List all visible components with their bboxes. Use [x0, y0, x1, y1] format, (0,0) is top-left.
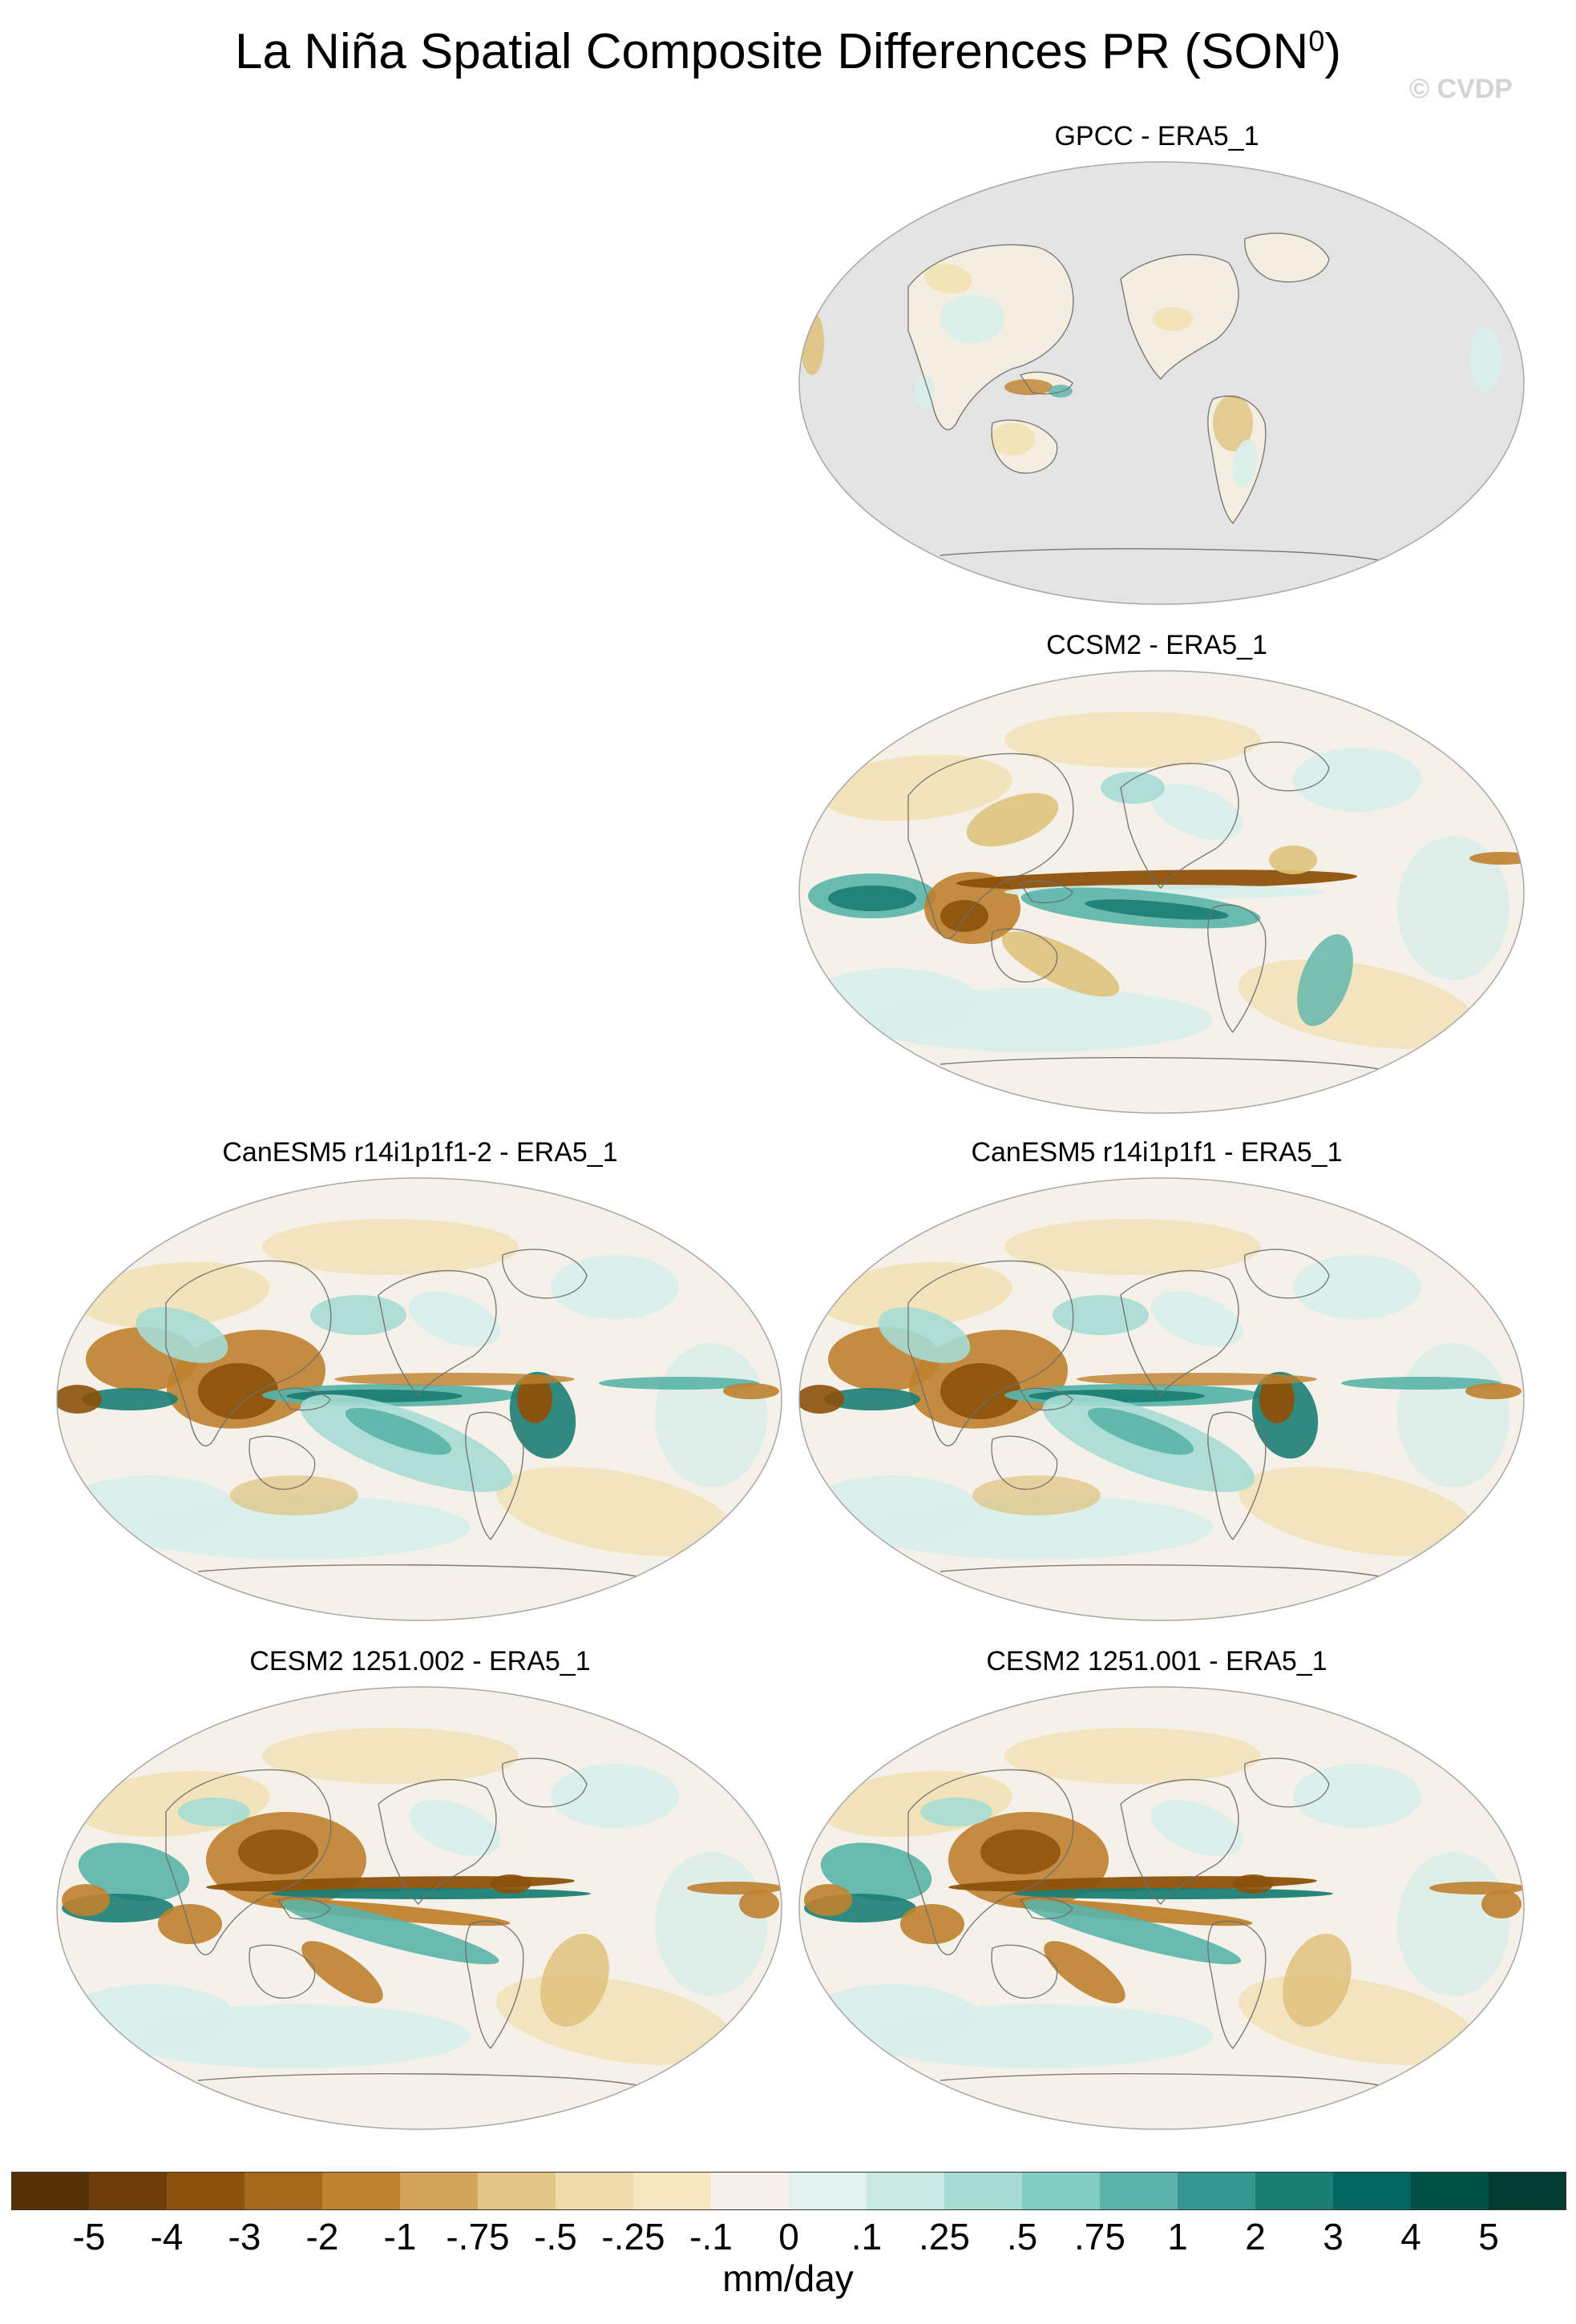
colorbar-tick-label: .5 [1006, 2216, 1038, 2257]
map-panel-cesm2-1251-002 [56, 1686, 782, 2130]
colorbar-tick-label: 2 [1245, 2216, 1266, 2257]
panel-title-cesm2-1251-002: CESM2 1251.002 - ERA5_1 [249, 1646, 591, 1676]
colorbar-tick-label: 4 [1400, 2216, 1421, 2257]
colorbar-tick-label: 3 [1323, 2216, 1344, 2257]
colorbar-swatch [89, 2172, 167, 2210]
map-panel-cesm2-1251-001 [798, 1686, 1525, 2130]
colorbar-tick-label: .75 [1074, 2216, 1125, 2257]
colorbar-tick-label: 0 [778, 2216, 799, 2257]
colorbar-swatch [556, 2172, 633, 2210]
colorbar-tick-label: -.5 [534, 2216, 577, 2257]
colorbar-swatch [944, 2172, 1022, 2210]
panel-title-gpcc: GPCC - ERA5_1 [1054, 121, 1259, 151]
panel-title-cesm2-1251-001: CESM2 1251.001 - ERA5_1 [986, 1646, 1327, 1676]
colorbar-swatch [789, 2172, 867, 2210]
map-panel-canesm5-r14i1p1f1-2 [56, 1177, 782, 1621]
colorbar-swatch [244, 2172, 322, 2210]
figure-title-superscript: 0 [1308, 24, 1325, 58]
colorbar-tick-label: .25 [919, 2216, 970, 2257]
panel-title-canesm5-r14i1p1f1: CanESM5 r14i1p1f1 - ERA5_1 [971, 1137, 1343, 1168]
colorbar-swatch [1489, 2172, 1566, 2210]
colorbar-tick-label: .1 [851, 2216, 883, 2257]
colorbar-units: mm/day [722, 2257, 854, 2299]
panel-title-canesm5-r14i1p1f1-2: CanESM5 r14i1p1f1-2 - ERA5_1 [222, 1137, 618, 1168]
colorbar-swatch [1255, 2172, 1333, 2210]
colorbar-tick-label: -2 [305, 2216, 339, 2257]
colorbar [11, 2172, 1566, 2210]
figure-title: La Niña Spatial Composite Differences PR… [0, 24, 1576, 80]
colorbar-swatch [322, 2172, 400, 2210]
colorbar-swatch [1178, 2172, 1255, 2210]
colorbar-swatch [1333, 2172, 1411, 2210]
figure-title-closing: ) [1324, 24, 1341, 79]
colorbar-swatch [478, 2172, 556, 2210]
map-panel-ccsm2 [798, 670, 1525, 1114]
colorbar-swatch [1411, 2172, 1489, 2210]
colorbar-swatch [1022, 2172, 1100, 2210]
colorbar-tick-label: 1 [1167, 2216, 1188, 2257]
colorbar-swatch [400, 2172, 478, 2210]
colorbar-swatch [1100, 2172, 1178, 2210]
colorbar-tick-label: -4 [150, 2216, 184, 2257]
colorbar-tick-label: 5 [1478, 2216, 1499, 2257]
cvdp-watermark: © CVDP [1409, 74, 1513, 104]
colorbar-tick-label: -.1 [689, 2216, 733, 2257]
colorbar-tick-label: -1 [383, 2216, 417, 2257]
colorbar-tick-label: -.25 [601, 2216, 665, 2257]
figure-title-text: La Niña Spatial Composite Differences PR… [234, 24, 1309, 79]
colorbar-tick-label: -.75 [446, 2216, 510, 2257]
map-panel-canesm5-r14i1p1f1 [798, 1177, 1525, 1621]
colorbar-swatch [711, 2172, 789, 2210]
panel-title-ccsm2: CCSM2 - ERA5_1 [1046, 630, 1267, 660]
colorbar-swatch [11, 2172, 89, 2210]
colorbar-tick-label: -3 [228, 2216, 261, 2257]
colorbar-swatch [633, 2172, 711, 2210]
colorbar-swatch [167, 2172, 244, 2210]
colorbar-swatch [867, 2172, 944, 2210]
colorbar-tick-label: -5 [72, 2216, 106, 2257]
colorbar-labels: -5 -4 -3 -2 -1 -.75 -.5 -.25 -.1 0 .1 .25 .5 .75 1 2 3 4 5 [11, 2215, 1566, 2263]
map-panel-gpcc [798, 161, 1525, 605]
